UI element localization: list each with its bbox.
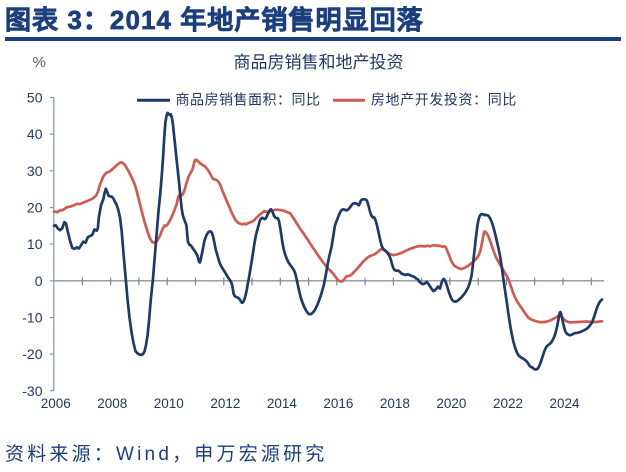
svg-text:2016: 2016 [323,396,353,411]
svg-text:2014: 2014 [267,396,298,411]
svg-text:-20: -20 [22,346,42,362]
svg-text:2008: 2008 [97,396,127,411]
svg-text:30: 30 [27,163,43,179]
svg-text:2010: 2010 [154,396,184,411]
svg-text:2024: 2024 [549,396,580,411]
svg-text:-10: -10 [22,310,42,326]
svg-text:2018: 2018 [380,396,410,411]
svg-text:50: 50 [27,90,43,106]
svg-text:2012: 2012 [210,396,240,411]
svg-text:20: 20 [27,200,43,216]
svg-text:0: 0 [35,273,43,289]
svg-text:商品房销售面积：同比: 商品房销售面积：同比 [176,91,321,107]
svg-text:房地产开发投资：同比: 房地产开发投资：同比 [371,91,517,107]
svg-text:2020: 2020 [436,396,466,411]
svg-text:-30: -30 [22,383,42,399]
svg-text:2006: 2006 [41,396,71,411]
svg-text:40: 40 [27,126,43,142]
svg-text:2022: 2022 [493,396,523,411]
svg-text:10: 10 [27,236,43,252]
